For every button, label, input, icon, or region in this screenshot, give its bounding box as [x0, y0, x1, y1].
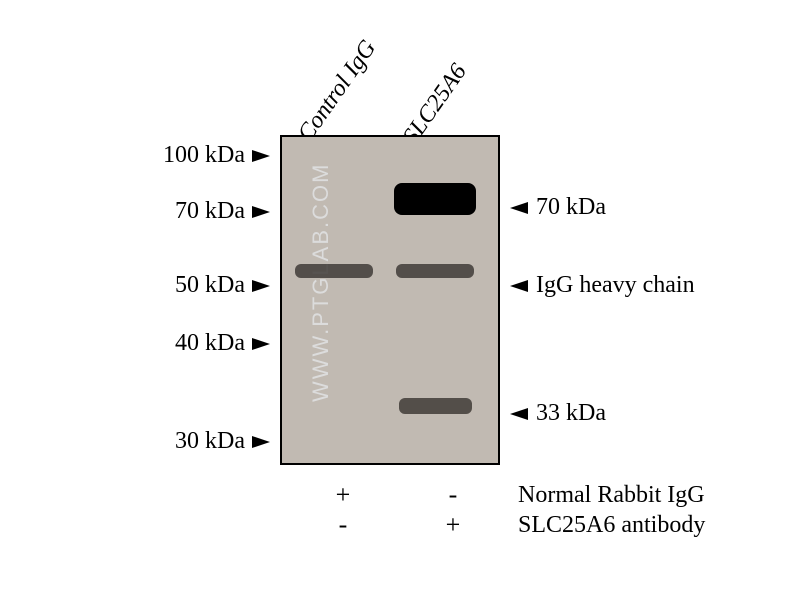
band-slc25a6-70kda	[394, 183, 476, 215]
marker-label: 100 kDa	[125, 142, 245, 169]
watermark-text: WWW.PTGLAB.COM	[308, 163, 334, 402]
band-label: 33 kDa	[536, 400, 606, 427]
arrow-left-icon	[510, 408, 528, 420]
band-slc25a6-igg-heavy	[396, 264, 474, 278]
band-label: IgG heavy chain	[536, 272, 695, 299]
lane-header-control: Control IgG	[293, 36, 382, 147]
band-slc25a6-33kda	[399, 398, 472, 414]
condition-symbol: +	[438, 510, 468, 540]
band-control-igg-heavy	[295, 264, 373, 278]
arrow-left-icon	[510, 202, 528, 214]
arrow-right-icon	[252, 280, 270, 292]
marker-label: 50 kDa	[125, 272, 245, 299]
arrow-right-icon	[252, 150, 270, 162]
arrow-right-icon	[252, 338, 270, 350]
condition-symbol: +	[328, 480, 358, 510]
marker-label: 30 kDa	[125, 428, 245, 455]
condition-label: SLC25A6 antibody	[518, 512, 705, 539]
western-blot-figure: Control IgG SLC25A6 100 kDa 70 kDa 50 kD…	[50, 20, 750, 580]
condition-symbol: -	[328, 510, 358, 540]
arrow-right-icon	[252, 436, 270, 448]
arrow-left-icon	[510, 280, 528, 292]
band-label: 70 kDa	[536, 194, 606, 221]
arrow-right-icon	[252, 206, 270, 218]
marker-label: 70 kDa	[125, 198, 245, 225]
blot-membrane: WWW.PTGLAB.COM	[280, 135, 500, 465]
condition-symbol: -	[438, 480, 468, 510]
marker-label: 40 kDa	[125, 330, 245, 357]
condition-label: Normal Rabbit IgG	[518, 482, 705, 509]
lane-header-text: Control IgG	[293, 36, 381, 147]
